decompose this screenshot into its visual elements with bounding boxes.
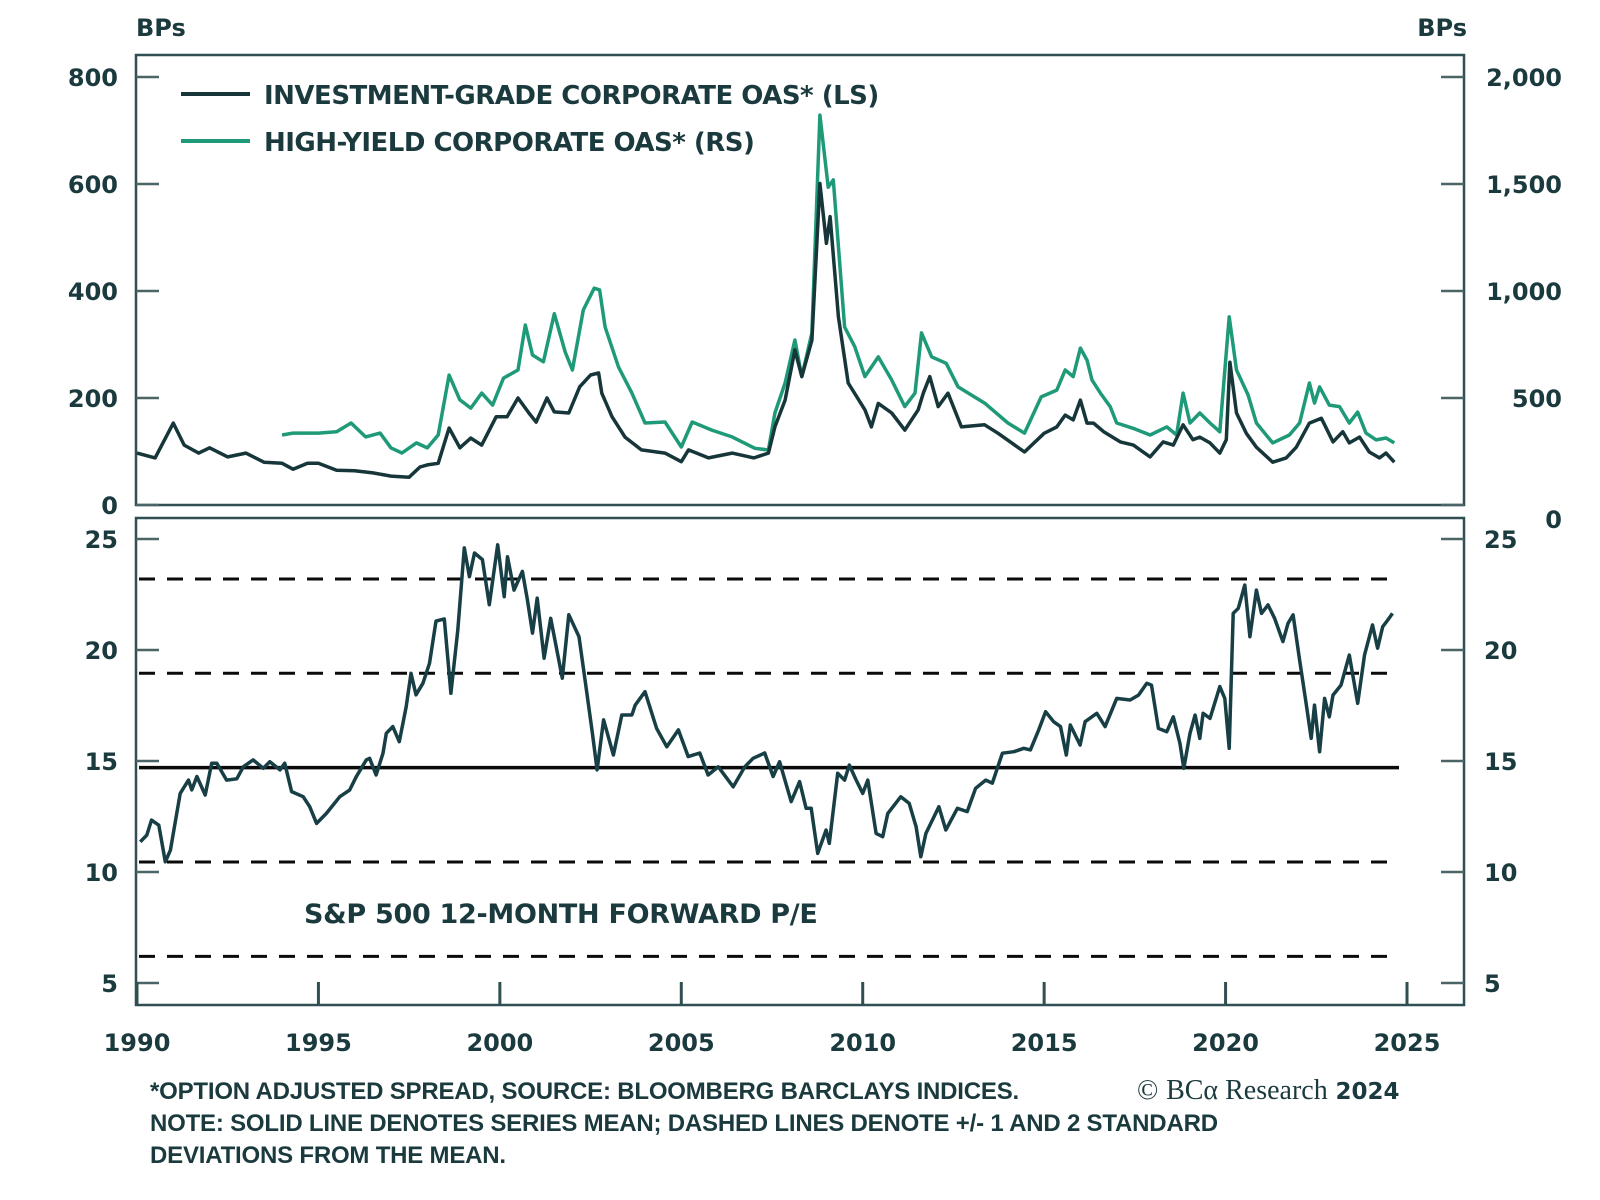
x-tick-label: 2010 xyxy=(829,1029,896,1057)
x-tick-label: 2000 xyxy=(466,1029,533,1057)
top-panel-frame xyxy=(134,53,1466,507)
pe-annotation: S&P 500 12-MONTH FORWARD P/E xyxy=(304,899,818,930)
y-tick-label-left-top: 0 xyxy=(101,492,118,520)
bottom-panel-frame xyxy=(134,516,1466,1007)
bottom-panel-axes: 5 10 15 20 25 5 10 15 20 25 xyxy=(85,526,1518,998)
y-tick-label-left-bottom: 25 xyxy=(85,526,118,554)
y-tick-label-left-top: 800 xyxy=(68,64,118,92)
copyright-year: 2024 xyxy=(1335,1079,1400,1105)
x-tick-label: 2025 xyxy=(1374,1029,1441,1057)
y-tick-label-right-top: 1,500 xyxy=(1486,171,1562,199)
x-tick-label: 2005 xyxy=(648,1029,715,1057)
y-tick-label-right-top: 500 xyxy=(1512,385,1562,413)
y-tick-label-right-top: 0 xyxy=(1545,506,1562,534)
investment-grade-oas-line xyxy=(136,181,1396,479)
footnote-source: *OPTION ADJUSTED SPREAD, SOURCE: BLOOMBE… xyxy=(150,1078,1019,1105)
x-tick-label: 2020 xyxy=(1192,1029,1259,1057)
x-tick-label: 2015 xyxy=(1011,1029,1078,1057)
legend-label-investment-grade: INVESTMENT-GRADE CORPORATE OAS* (LS) xyxy=(264,81,879,111)
copyright-symbol: © xyxy=(1137,1075,1159,1106)
y-tick-label-right-bottom: 5 xyxy=(1484,970,1501,998)
y-tick-label-right-top: 2,000 xyxy=(1486,64,1562,92)
top-right-axis-unit: BPs xyxy=(1417,14,1467,42)
x-tick-label: 1990 xyxy=(104,1029,171,1057)
footnote-note-cont: DEVIATIONS FROM THE MEAN. xyxy=(150,1142,506,1169)
y-tick-label-right-bottom: 10 xyxy=(1484,859,1517,887)
y-tick-label-right-bottom: 25 xyxy=(1484,526,1517,554)
legend: INVESTMENT-GRADE CORPORATE OAS* (LS) HIG… xyxy=(181,81,879,158)
x-axis: 1990 1995 2000 2005 2010 2015 2020 2025 xyxy=(104,982,1441,1057)
legend-label-high-yield: HIGH-YIELD CORPORATE OAS* (RS) xyxy=(264,128,754,158)
footnote-note: NOTE: SOLID LINE DENOTES SERIES MEAN; DA… xyxy=(150,1110,1218,1137)
top-left-axis-unit: BPs xyxy=(136,14,186,42)
y-tick-label-left-top: 200 xyxy=(68,385,118,413)
y-tick-label-left-bottom: 10 xyxy=(85,859,118,887)
y-tick-label-right-bottom: 15 xyxy=(1484,748,1517,776)
y-tick-label-left-bottom: 5 xyxy=(101,970,118,998)
brand-logo: BCα Research xyxy=(1166,1075,1328,1106)
y-tick-label-left-top: 600 xyxy=(68,171,118,199)
top-panel-axes: 0 200 400 600 800 0 500 1,000 1,500 2,000 xyxy=(68,64,1562,534)
x-tick-label: 1995 xyxy=(285,1029,352,1057)
copyright: © BCα Research 2024 xyxy=(1137,1074,1400,1107)
y-tick-label-left-bottom: 15 xyxy=(85,748,118,776)
high-yield-oas-line xyxy=(281,113,1396,455)
y-tick-label-right-top: 1,000 xyxy=(1486,278,1562,306)
y-tick-label-right-bottom: 20 xyxy=(1484,637,1517,665)
y-tick-label-left-top: 400 xyxy=(68,278,118,306)
y-tick-label-left-bottom: 20 xyxy=(85,637,118,665)
forward-pe-line xyxy=(139,543,1394,864)
